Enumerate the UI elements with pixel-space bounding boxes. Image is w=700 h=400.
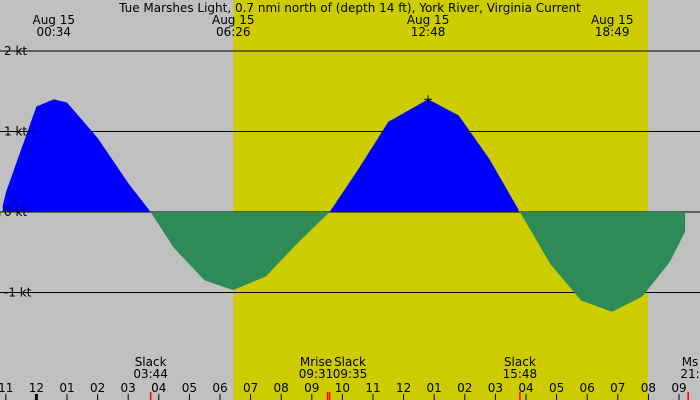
top-time-label: 12:48 bbox=[411, 25, 446, 39]
bottom-event-labels: Slack03:44Mrise09:31Slack09:35Slack15:48… bbox=[133, 355, 700, 400]
hour-tick-label: 12 bbox=[29, 381, 44, 395]
flood-area bbox=[2, 99, 150, 212]
hour-tick-label: 02 bbox=[457, 381, 472, 395]
ebb-area bbox=[0, 212, 2, 218]
hour-tick-label: 09 bbox=[304, 381, 319, 395]
hour-tick-label: 08 bbox=[641, 381, 656, 395]
y-tick-label: 2 kt bbox=[4, 44, 27, 58]
top-date-label: Aug 15 bbox=[407, 13, 450, 27]
hour-tick-label: 01 bbox=[59, 381, 74, 395]
hour-tick-label: 03 bbox=[121, 381, 136, 395]
flood-area bbox=[330, 99, 519, 212]
x-axis-hour-ticks: 11 12 01 02 03 04 05 06 07 08 09 10 11 12 01 02 03 04 05 06… bbox=[0, 381, 687, 400]
hour-tick-label: 08 bbox=[274, 381, 289, 395]
hour-tick-label: 01 bbox=[427, 381, 442, 395]
hour-tick-label: 09 bbox=[671, 381, 686, 395]
hour-tick-label: 07 bbox=[243, 381, 258, 395]
hour-tick-label: 11 bbox=[0, 381, 13, 395]
hour-tick-label: 05 bbox=[549, 381, 564, 395]
event-time-label: 03:44 bbox=[133, 367, 168, 381]
event-name-label: Ms bbox=[682, 355, 699, 369]
event-time-label: 15:48 bbox=[503, 367, 538, 381]
event-time-label: 09:35 bbox=[333, 367, 368, 381]
top-time-label: 18:49 bbox=[595, 25, 630, 39]
top-date-label: Aug 15 bbox=[212, 13, 255, 27]
y-axis-ticks: 2 kt 1 kt 0 kt -1 kt bbox=[4, 44, 34, 300]
event-name-label: Slack bbox=[504, 355, 536, 369]
event-name-label: Slack bbox=[135, 355, 167, 369]
event-time-label: 21: bbox=[680, 367, 699, 381]
hour-tick-label: 04 bbox=[151, 381, 166, 395]
hour-tick-label: 11 bbox=[365, 381, 380, 395]
event-name-label: Slack bbox=[334, 355, 366, 369]
hour-tick-label: 06 bbox=[580, 381, 595, 395]
ebb-area bbox=[151, 212, 329, 290]
top-time-label: 06:26 bbox=[216, 25, 251, 39]
hour-tick-label: 12 bbox=[396, 381, 411, 395]
event-time-label: 09:31 bbox=[299, 367, 334, 381]
y-tick-label: 0 kt bbox=[4, 205, 27, 219]
ebb-area bbox=[519, 212, 686, 312]
current-fill bbox=[0, 99, 686, 312]
y-tick-label: 1 kt bbox=[4, 125, 27, 139]
chart-title: Tue Marshes Light, 0.7 nmi north of (dep… bbox=[118, 1, 581, 15]
hour-tick-label: 02 bbox=[90, 381, 105, 395]
hour-tick-label: 10 bbox=[335, 381, 350, 395]
hour-tick-label: 04 bbox=[518, 381, 533, 395]
top-time-label: 00:34 bbox=[36, 25, 71, 39]
top-date-label: Aug 15 bbox=[591, 13, 634, 27]
hour-tick-label: 03 bbox=[488, 381, 503, 395]
hour-tick-label: 07 bbox=[610, 381, 625, 395]
hour-tick-label: 06 bbox=[212, 381, 227, 395]
event-name-label: Mrise bbox=[300, 355, 332, 369]
hour-tick-label: 05 bbox=[182, 381, 197, 395]
top-date-label: Aug 15 bbox=[32, 13, 75, 27]
y-tick-label: -1 kt bbox=[4, 286, 32, 300]
